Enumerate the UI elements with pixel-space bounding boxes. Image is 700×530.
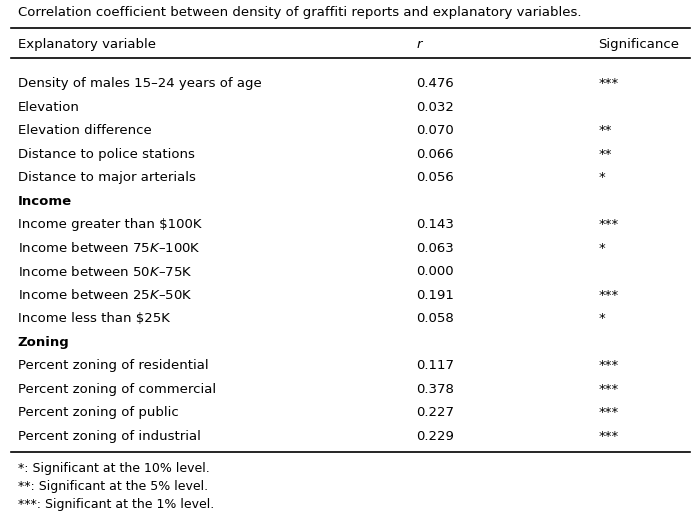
Text: 0.143: 0.143	[416, 218, 454, 231]
Text: Significance: Significance	[598, 38, 680, 51]
Text: 0.056: 0.056	[416, 171, 454, 184]
Text: **: **	[598, 124, 612, 137]
Text: 0.032: 0.032	[416, 101, 454, 114]
Text: ***: ***	[598, 359, 619, 372]
Text: 0.191: 0.191	[416, 289, 454, 302]
Text: Income less than $25K: Income less than $25K	[18, 312, 169, 325]
Text: *: *	[598, 242, 606, 255]
Text: ***: ***	[598, 407, 619, 419]
Text: *: Significant at the 10% level.: *: Significant at the 10% level.	[18, 462, 209, 475]
Text: Percent zoning of industrial: Percent zoning of industrial	[18, 430, 200, 443]
Text: **: **	[598, 148, 612, 161]
Text: 0.063: 0.063	[416, 242, 454, 255]
Text: 0.070: 0.070	[416, 124, 454, 137]
Text: *: *	[598, 171, 606, 184]
Text: Income greater than $100K: Income greater than $100K	[18, 218, 201, 231]
Text: 0.117: 0.117	[416, 359, 454, 372]
Text: ***: ***	[598, 218, 619, 231]
Text: Zoning: Zoning	[18, 335, 69, 349]
Text: 0.227: 0.227	[416, 407, 454, 419]
Text: 0.229: 0.229	[416, 430, 454, 443]
Text: Percent zoning of commercial: Percent zoning of commercial	[18, 383, 216, 396]
Text: *: *	[598, 312, 606, 325]
Text: 0.378: 0.378	[416, 383, 454, 396]
Text: Income between $25K–$50K: Income between $25K–$50K	[18, 288, 192, 302]
Text: Percent zoning of public: Percent zoning of public	[18, 407, 178, 419]
Text: Explanatory variable: Explanatory variable	[18, 38, 155, 51]
Text: Distance to police stations: Distance to police stations	[18, 148, 195, 161]
Text: Income between $75K–$100K: Income between $75K–$100K	[18, 241, 200, 255]
Text: Density of males 15–24 years of age: Density of males 15–24 years of age	[18, 77, 261, 90]
Text: Distance to major arterials: Distance to major arterials	[18, 171, 195, 184]
Text: ***: Significant at the 1% level.: ***: Significant at the 1% level.	[18, 498, 213, 511]
Text: Elevation difference: Elevation difference	[18, 124, 151, 137]
Text: r: r	[416, 38, 422, 51]
Text: 0.000: 0.000	[416, 265, 454, 278]
Text: Correlation coefficient between density of graffiti reports and explanatory vari: Correlation coefficient between density …	[18, 6, 581, 19]
Text: Income between $50K–$75K: Income between $50K–$75K	[18, 265, 192, 279]
Text: ***: ***	[598, 289, 619, 302]
Text: ***: ***	[598, 383, 619, 396]
Text: ***: ***	[598, 77, 619, 90]
Text: ***: ***	[598, 430, 619, 443]
Text: Percent zoning of residential: Percent zoning of residential	[18, 359, 208, 372]
Text: 0.066: 0.066	[416, 148, 454, 161]
Text: 0.058: 0.058	[416, 312, 454, 325]
Text: Elevation: Elevation	[18, 101, 79, 114]
Text: Income: Income	[18, 195, 71, 208]
Text: 0.476: 0.476	[416, 77, 454, 90]
Text: **: Significant at the 5% level.: **: Significant at the 5% level.	[18, 480, 208, 493]
